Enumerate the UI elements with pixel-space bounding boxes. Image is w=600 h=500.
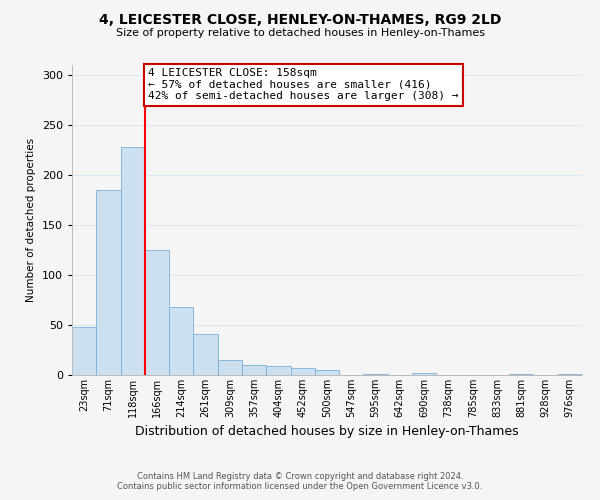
Bar [266, 366, 290, 375]
Bar [169, 307, 193, 375]
Bar [72, 327, 96, 375]
Bar [364, 374, 388, 375]
X-axis label: Distribution of detached houses by size in Henley-on-Thames: Distribution of detached houses by size … [135, 426, 519, 438]
Text: Contains public sector information licensed under the Open Government Licence v3: Contains public sector information licen… [118, 482, 482, 491]
Text: 4 LEICESTER CLOSE: 158sqm
← 57% of detached houses are smaller (416)
42% of semi: 4 LEICESTER CLOSE: 158sqm ← 57% of detac… [149, 68, 459, 101]
Bar [145, 250, 169, 375]
Text: Contains HM Land Registry data © Crown copyright and database right 2024.: Contains HM Land Registry data © Crown c… [137, 472, 463, 481]
Bar [290, 368, 315, 375]
Bar [558, 374, 582, 375]
Bar [96, 190, 121, 375]
Bar [315, 370, 339, 375]
Text: Size of property relative to detached houses in Henley-on-Thames: Size of property relative to detached ho… [115, 28, 485, 38]
Bar [509, 374, 533, 375]
Bar [242, 365, 266, 375]
Bar [412, 373, 436, 375]
Bar [121, 147, 145, 375]
Bar [193, 334, 218, 375]
Y-axis label: Number of detached properties: Number of detached properties [26, 138, 36, 302]
Bar [218, 360, 242, 375]
Text: 4, LEICESTER CLOSE, HENLEY-ON-THAMES, RG9 2LD: 4, LEICESTER CLOSE, HENLEY-ON-THAMES, RG… [99, 12, 501, 26]
